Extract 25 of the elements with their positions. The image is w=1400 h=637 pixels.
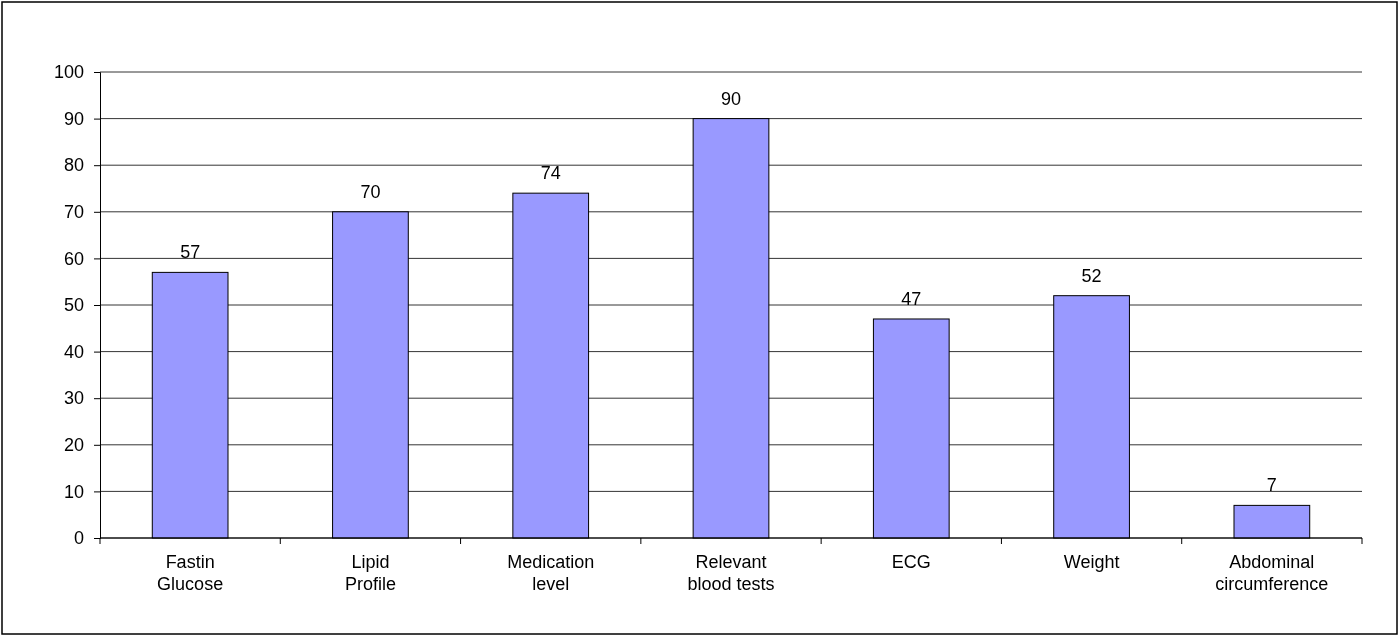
y-tick-label: 70 bbox=[63, 202, 84, 223]
y-tick-label: 10 bbox=[63, 481, 84, 502]
x-tick-label: Medication level bbox=[507, 552, 595, 594]
y-tick-label: 100 bbox=[53, 62, 84, 83]
y-tick-label: 50 bbox=[63, 295, 84, 316]
data-label: 90 bbox=[720, 88, 742, 109]
data-label: 57 bbox=[180, 242, 201, 263]
y-tick-label: 20 bbox=[63, 435, 84, 456]
x-tick-label: Abdominal circumference bbox=[1215, 552, 1329, 594]
x-tick-label: Fastin Glucose bbox=[157, 552, 224, 594]
x-tick-label: Weight bbox=[1063, 552, 1120, 572]
data-label: 74 bbox=[540, 163, 561, 184]
data-label: 70 bbox=[360, 181, 381, 202]
y-tick-label: 40 bbox=[63, 341, 84, 362]
data-label: 47 bbox=[901, 288, 922, 309]
data-label: 52 bbox=[1081, 265, 1102, 286]
x-tick-label: Relevant blood tests bbox=[687, 552, 775, 594]
y-tick-label: 60 bbox=[63, 248, 84, 269]
x-tick-label: ECG bbox=[891, 552, 931, 572]
y-tick-label: 30 bbox=[63, 388, 84, 409]
y-tick-label: 0 bbox=[73, 528, 84, 549]
data-label: 7 bbox=[1266, 475, 1277, 496]
x-tick-label: Lipid Profile bbox=[344, 552, 396, 594]
y-tick-label: 90 bbox=[63, 108, 84, 129]
y-tick-label: 80 bbox=[63, 155, 84, 176]
